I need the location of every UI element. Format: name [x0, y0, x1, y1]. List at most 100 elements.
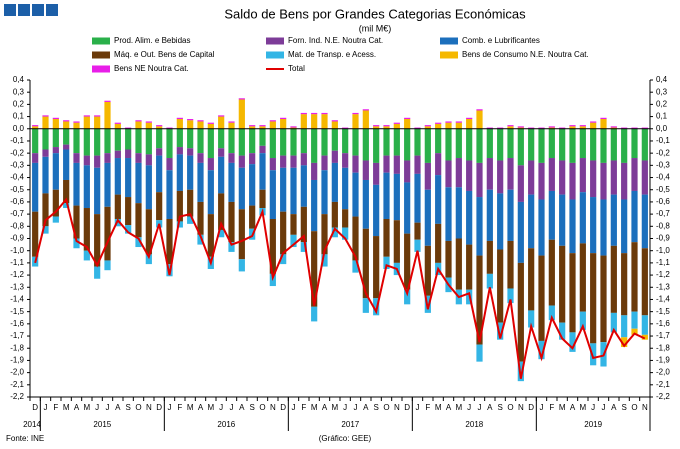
x-tick-label: M: [311, 403, 318, 412]
bar-segment: [641, 248, 648, 316]
legend-label: Total: [288, 64, 305, 73]
x-tick-label: J: [540, 403, 544, 412]
y-tick-label: 0,3: [13, 87, 25, 96]
bar-segment: [218, 128, 225, 149]
bar-segment: [207, 123, 214, 129]
bar-segment: [600, 162, 607, 200]
logo-block: [32, 4, 44, 16]
bar-segment: [94, 155, 101, 168]
bar-segment: [517, 165, 524, 202]
bar-segment: [373, 125, 380, 127]
year-label: 2017: [341, 420, 359, 429]
x-tick-label: J: [230, 403, 234, 412]
bar-segment: [218, 156, 225, 194]
bar-segment: [300, 114, 307, 129]
bar-segment: [393, 123, 400, 129]
bar-segment: [569, 126, 576, 129]
bar-segment: [73, 162, 80, 206]
bar-segment: [610, 312, 617, 333]
x-tick-label: O: [383, 403, 389, 412]
bar-segment: [218, 148, 225, 157]
x-tick-label: A: [611, 403, 617, 412]
y-tick-label: -0,9: [10, 234, 24, 243]
y-tick-label: 0,4: [13, 75, 25, 84]
x-tick-label: J: [168, 403, 172, 412]
bar-segment: [404, 289, 411, 305]
bar-segment: [497, 249, 504, 323]
bar-segment: [238, 259, 245, 272]
bar-segment: [486, 158, 493, 190]
bar-segment: [404, 182, 411, 234]
bar-segment: [600, 128, 607, 163]
bar-segment: [507, 128, 514, 159]
bar-segment: [590, 121, 597, 123]
bar-segment: [156, 148, 163, 156]
bar-segment: [280, 167, 287, 212]
x-tick-label: O: [507, 403, 513, 412]
bar-segment: [238, 98, 245, 100]
bar-segment: [610, 128, 617, 161]
bar-segment: [538, 199, 545, 256]
bar-segment: [373, 162, 380, 185]
bar-segment: [73, 153, 80, 163]
bar-segment: [290, 128, 297, 156]
legend-label: Bens de Consumo N.E. Noutra Cat.: [462, 50, 589, 59]
bar-segment: [290, 214, 297, 235]
bar-segment: [32, 162, 39, 212]
legend-swatch: [92, 65, 110, 73]
x-tick-label: J: [467, 403, 471, 412]
x-tick-label: J: [602, 403, 606, 412]
bar-segment: [600, 117, 607, 120]
y-tick-label-right: -0,4: [656, 173, 670, 182]
y-tick-label: -1,5: [10, 307, 24, 316]
bar-segment: [342, 153, 349, 168]
y-tick-label-right: -0,2: [656, 148, 670, 157]
bar-segment: [218, 116, 225, 129]
bar-segment: [94, 167, 101, 215]
bar-segment: [290, 127, 297, 129]
bar-segment: [197, 121, 204, 129]
bar-segment: [548, 127, 555, 129]
bar-segment: [569, 332, 576, 352]
bar-segment: [579, 192, 586, 244]
bar-segment: [321, 170, 328, 215]
bar-segment: [42, 149, 49, 157]
bar-segment: [517, 262, 524, 362]
bar-segment: [466, 128, 473, 161]
bar-segment: [424, 162, 431, 190]
bar-segment: [63, 203, 70, 209]
bar-segment: [83, 155, 90, 166]
legend-swatch: [440, 37, 458, 45]
bar-segment: [404, 128, 411, 161]
bar-segment: [641, 194, 648, 249]
bar-segment: [73, 238, 80, 249]
bar-segment: [197, 153, 204, 163]
bar-segment: [569, 128, 576, 163]
x-tick-label: O: [135, 403, 141, 412]
bar-segment: [145, 128, 152, 155]
bar-segment: [63, 121, 70, 129]
x-tick-label: M: [579, 403, 586, 412]
bar-segment: [559, 194, 566, 246]
x-tick-label: O: [631, 403, 637, 412]
legend-label: Comb. e Lubrificantes: [462, 36, 540, 45]
bar-segment: [280, 128, 287, 156]
y-tick-label-right: -0,9: [656, 234, 670, 243]
bar-segment: [393, 220, 400, 263]
y-tick-label-right: -1,3: [656, 282, 670, 291]
x-tick-label: S: [249, 403, 254, 412]
bar-segment: [610, 126, 617, 128]
bar-segment: [548, 126, 555, 128]
legend-swatch: [266, 37, 284, 45]
bar-segment: [362, 109, 369, 111]
x-tick-label: A: [570, 403, 576, 412]
bar-segment: [538, 128, 545, 163]
bar-segment: [218, 193, 225, 230]
bar-segment: [621, 127, 628, 129]
legend-swatch: [440, 51, 458, 59]
x-tick-label: N: [518, 403, 524, 412]
bar-segment: [197, 234, 204, 245]
bar-segment: [445, 160, 452, 188]
bar-segment: [445, 128, 452, 161]
